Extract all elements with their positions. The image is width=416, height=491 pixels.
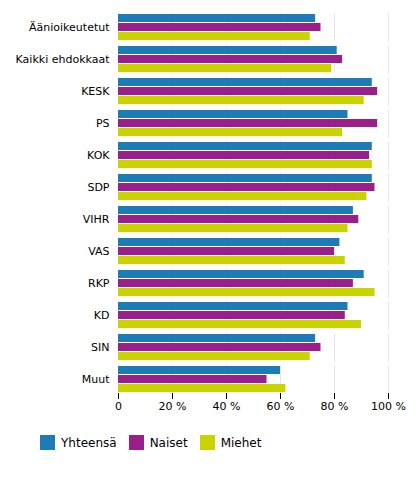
svg-text:KESK: KESK	[81, 85, 110, 98]
svg-text:20 %: 20 %	[159, 400, 187, 413]
svg-text:PS: PS	[96, 117, 110, 130]
svg-text:VIHR: VIHR	[83, 213, 110, 226]
svg-text:Kaikki ehdokkaat: Kaikki ehdokkaat	[16, 53, 111, 66]
svg-text:100 %: 100 %	[371, 400, 406, 413]
html-text:Yhteensä: Yhteensä	[61, 435, 117, 450]
svg-text:80 %: 80 %	[321, 400, 349, 413]
svg-text:KD: KD	[94, 309, 110, 322]
svg-text:VAS: VAS	[88, 245, 109, 258]
svg-text:RKP: RKP	[88, 277, 110, 290]
svg-text:SIN: SIN	[91, 341, 109, 354]
svg-text:Muut: Muut	[82, 373, 110, 386]
html-text:Naiset: Naiset	[149, 435, 188, 450]
svg-text:60 %: 60 %	[267, 400, 295, 413]
svg-text:40 %: 40 %	[213, 400, 241, 413]
svg-text:Äänioikeutetut: Äänioikeutetut	[29, 21, 110, 34]
svg-text:0: 0	[115, 400, 122, 413]
svg-text:SDP: SDP	[87, 181, 109, 194]
svg-text:KOK: KOK	[87, 149, 110, 162]
html-text:Miehet: Miehet	[220, 435, 262, 450]
